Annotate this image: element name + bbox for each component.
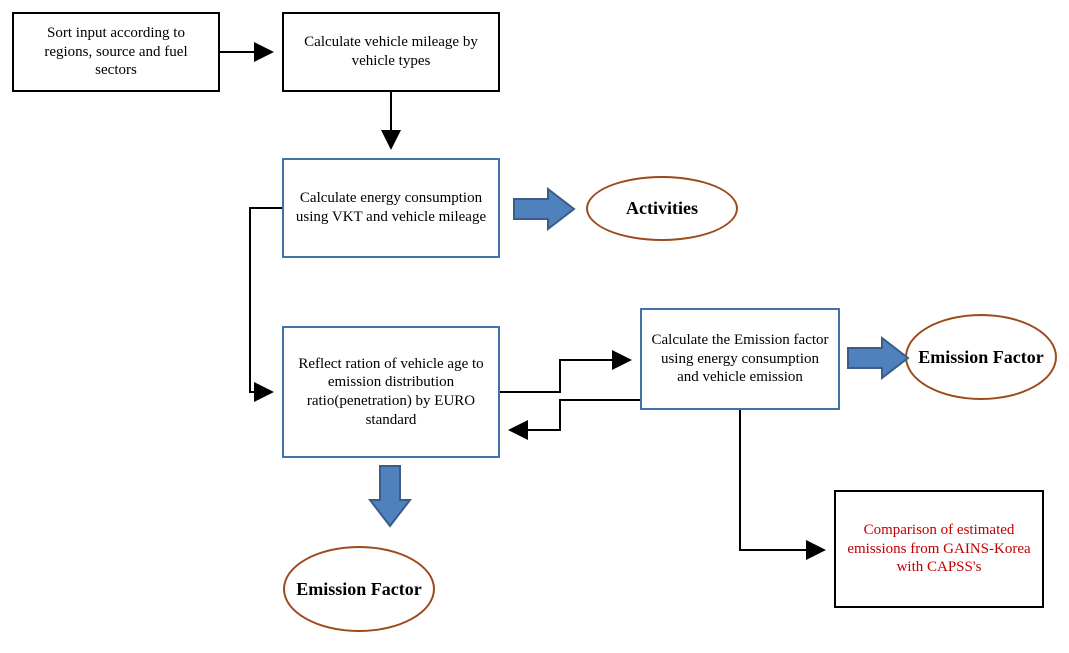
ellipse-text: Emission Factor (296, 579, 422, 600)
node-text: Calculate vehicle mileage by vehicle typ… (292, 33, 490, 71)
node-calc-mileage: Calculate vehicle mileage by vehicle typ… (282, 12, 500, 92)
node-sort-input: Sort input according to regions, source … (12, 12, 220, 92)
block-arrow-emission-down (370, 466, 410, 526)
node-calc-energy: Calculate energy consumption using VKT a… (282, 158, 500, 258)
ellipse-text: Activities (626, 198, 698, 219)
arrow-n5-n4 (510, 400, 640, 430)
block-arrow-emission-right (848, 338, 908, 378)
ellipse-emission-factor-bottom: Emission Factor (283, 546, 435, 632)
node-text: Calculate the Emission factor using ener… (650, 331, 830, 387)
node-text: Calculate energy consumption using VKT a… (292, 189, 490, 227)
ellipse-activities: Activities (586, 176, 738, 241)
node-text: Sort input according to regions, source … (22, 24, 210, 80)
arrow-n5-n6 (740, 410, 824, 550)
node-reflect-ratio: Reflect ration of vehicle age to emissio… (282, 326, 500, 458)
node-comparison: Comparison of estimated emissions from G… (834, 490, 1044, 608)
node-text: Reflect ration of vehicle age to emissio… (292, 355, 490, 430)
arrow-n4-n5 (500, 360, 630, 392)
node-text: Comparison of estimated emissions from G… (844, 521, 1034, 577)
block-arrow-activities (514, 189, 574, 229)
ellipse-text: Emission Factor (918, 347, 1044, 368)
arrow-n3-n4 (250, 208, 282, 392)
ellipse-emission-factor-right: Emission Factor (905, 314, 1057, 400)
node-calc-emission-factor: Calculate the Emission factor using ener… (640, 308, 840, 410)
